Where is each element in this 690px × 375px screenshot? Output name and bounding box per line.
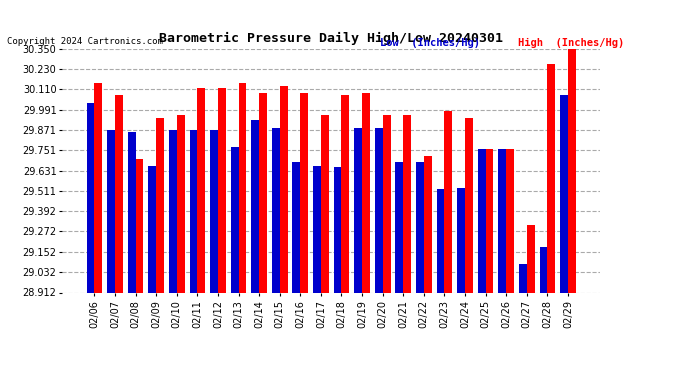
Bar bbox=[148, 166, 156, 292]
Bar bbox=[540, 247, 547, 292]
Bar bbox=[334, 167, 342, 292]
Bar bbox=[437, 189, 444, 292]
Bar bbox=[321, 115, 328, 292]
Bar bbox=[547, 64, 555, 292]
Bar bbox=[95, 82, 102, 292]
Bar bbox=[218, 88, 226, 292]
Text: Low  (Inches/Hg): Low (Inches/Hg) bbox=[380, 38, 480, 48]
Bar bbox=[107, 130, 115, 292]
Bar bbox=[560, 94, 568, 292]
Bar bbox=[457, 188, 465, 292]
Bar bbox=[383, 115, 391, 292]
Bar bbox=[465, 118, 473, 292]
Bar bbox=[279, 86, 288, 292]
Bar bbox=[362, 93, 370, 292]
Bar bbox=[251, 120, 259, 292]
Bar bbox=[86, 103, 95, 292]
Bar bbox=[403, 115, 411, 292]
Bar bbox=[115, 94, 123, 292]
Bar bbox=[375, 128, 383, 292]
Bar bbox=[424, 156, 432, 292]
Bar bbox=[156, 118, 164, 292]
Bar bbox=[395, 162, 403, 292]
Bar bbox=[506, 149, 514, 292]
Bar bbox=[527, 225, 535, 292]
Bar bbox=[135, 159, 144, 292]
Bar bbox=[444, 111, 452, 292]
Bar bbox=[272, 128, 279, 292]
Bar bbox=[230, 147, 239, 292]
Bar bbox=[197, 88, 205, 292]
Bar bbox=[416, 162, 424, 292]
Bar bbox=[190, 130, 197, 292]
Bar bbox=[477, 149, 486, 292]
Bar bbox=[259, 93, 267, 292]
Bar bbox=[568, 44, 576, 292]
Bar bbox=[293, 162, 300, 292]
Bar bbox=[177, 115, 185, 292]
Bar bbox=[519, 264, 527, 292]
Bar bbox=[354, 128, 362, 292]
Text: High  (Inches/Hg): High (Inches/Hg) bbox=[518, 38, 624, 48]
Title: Barometric Pressure Daily High/Low 20240301: Barometric Pressure Daily High/Low 20240… bbox=[159, 32, 503, 45]
Bar bbox=[169, 130, 177, 292]
Bar bbox=[128, 132, 135, 292]
Bar bbox=[486, 149, 493, 292]
Bar bbox=[210, 130, 218, 292]
Bar bbox=[498, 149, 506, 292]
Bar bbox=[342, 94, 349, 292]
Bar bbox=[239, 82, 246, 292]
Bar bbox=[300, 93, 308, 292]
Bar bbox=[313, 166, 321, 292]
Text: Copyright 2024 Cartronics.com: Copyright 2024 Cartronics.com bbox=[7, 38, 163, 46]
